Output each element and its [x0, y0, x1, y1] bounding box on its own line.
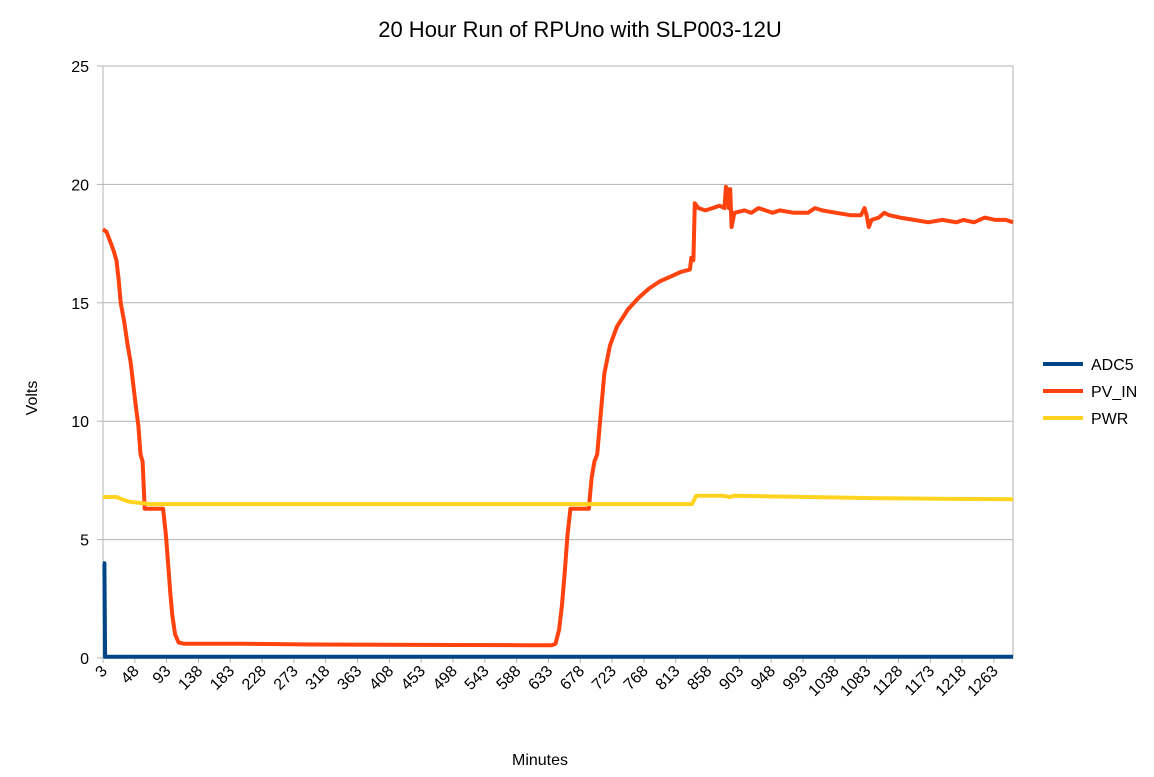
y-tick-label: 20: [71, 177, 89, 194]
x-tick-label: 3: [93, 663, 111, 681]
x-tick-label: 48: [118, 663, 143, 688]
chart-title: 20 Hour Run of RPUno with SLP003-12U: [378, 17, 782, 42]
x-axis-title: Minutes: [512, 752, 568, 769]
x-tick-label: 138: [175, 663, 206, 694]
x-tick-label: 1038: [805, 663, 842, 700]
x-tick-label: 678: [557, 663, 588, 694]
x-tick-label: 768: [621, 663, 652, 694]
x-tick-label: 1173: [902, 663, 938, 699]
x-tick-label: 1218: [933, 663, 970, 700]
y-tick-label: 5: [80, 533, 89, 550]
x-tick-label: 498: [430, 663, 461, 694]
legend: ADC5 PV_IN PWR: [1043, 357, 1137, 428]
plot-frame: [102, 65, 1014, 659]
x-tick-label: 408: [366, 663, 397, 694]
x-tick-label: 183: [207, 663, 238, 694]
x-tick-label: 723: [589, 663, 620, 694]
gridlines: [103, 65, 1013, 659]
x-tick-label: 363: [334, 663, 365, 694]
x-tick-label: 588: [494, 663, 525, 694]
x-tick-label: 633: [525, 663, 556, 694]
legend-label: PV_IN: [1091, 384, 1137, 401]
y-axis-title: Volts: [24, 381, 41, 416]
y-tick-label: 0: [80, 651, 89, 668]
x-tick-label: 1128: [870, 663, 906, 699]
x-tick-label: 228: [239, 663, 270, 694]
y-tick-label: 10: [71, 414, 89, 431]
series-line-pv-in: [101, 184, 1014, 648]
x-tick-label: 858: [684, 663, 715, 694]
legend-label: ADC5: [1091, 357, 1134, 374]
x-tick-label: 273: [271, 663, 302, 694]
x-tick-label: 813: [653, 663, 684, 694]
x-tick-label: 1263: [965, 663, 1002, 700]
x-axis-ticks: 3 48 93 138 183 228 273 318 363 408 453 498 543 588 63…: [93, 658, 1002, 700]
x-tick-label: 93: [150, 663, 175, 688]
x-tick-label: 318: [303, 663, 334, 694]
y-axis-ticks: 0 5 10 15 20 25: [71, 59, 103, 668]
series-line-pwr: [103, 493, 1014, 507]
x-tick-label: 453: [398, 663, 429, 694]
series-line-adc5: [102, 561, 1013, 659]
x-tick-label: 543: [462, 663, 493, 694]
x-tick-label: 1083: [837, 663, 874, 700]
legend-label: PWR: [1091, 411, 1128, 428]
series-lines: [101, 184, 1014, 659]
y-tick-label: 25: [71, 59, 89, 76]
x-tick-label: 948: [748, 663, 779, 694]
x-tick-label: 903: [716, 663, 747, 694]
y-tick-label: 15: [71, 296, 89, 313]
